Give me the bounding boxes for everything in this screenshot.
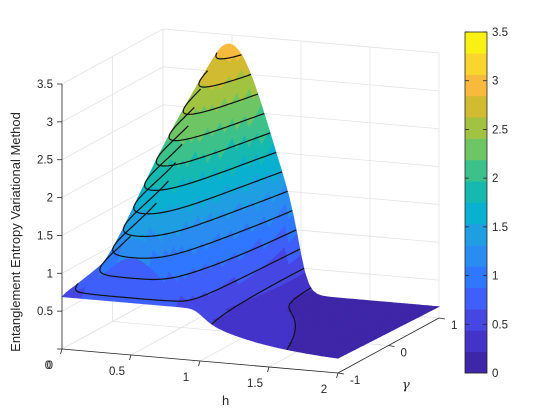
x-axis-label: h (222, 393, 229, 408)
x-tick-label: 0 (45, 360, 51, 372)
z-tick-label: 3 (47, 117, 53, 129)
colorbar-band (465, 138, 487, 161)
x-tick-label: 0.5 (109, 366, 125, 378)
colorbar-tick-label: 0.5 (492, 319, 508, 331)
contour-line (122, 180, 288, 238)
colorbar-band (465, 117, 487, 139)
z-tick-label: 2.5 (37, 155, 53, 167)
surface-mesh (61, 43, 441, 359)
contour-line (182, 88, 259, 115)
x-tick-mark (336, 372, 339, 379)
x-tick-mark (198, 360, 201, 367)
colorbar-band (465, 32, 487, 54)
colorbar-tick-label: 2.5 (492, 124, 508, 136)
x-tick-mark (60, 348, 63, 355)
colorbar-tick-label: 3.5 (492, 27, 508, 39)
colorbar-band (465, 287, 487, 310)
y-tick-label: 0 (401, 348, 407, 360)
colorbar-band (465, 245, 487, 267)
contour-line (286, 287, 312, 350)
contour-line (198, 70, 252, 88)
colorbar-band (465, 309, 487, 331)
colorbar-band (465, 223, 487, 246)
colorbar-tick-label: 1 (492, 271, 498, 283)
colorbar-band (465, 351, 487, 374)
y-tick-mark (337, 372, 345, 375)
colorbar-band (465, 181, 487, 203)
x-tick-mark (129, 354, 132, 361)
x-tick-label: 1.5 (247, 378, 263, 390)
axes-lines (57, 83, 446, 379)
colorbar-band (465, 74, 487, 97)
surface-patch (333, 355, 344, 359)
colorbar-band (465, 330, 487, 352)
y-axis-label: γ (402, 378, 410, 393)
colorbar-band (465, 266, 487, 289)
y-tick-label: -1 (350, 375, 360, 387)
colorbar-tick-label: 1.5 (492, 222, 508, 234)
z-tick-label: 1 (47, 268, 53, 280)
contour-line (99, 229, 297, 281)
contour-lines (74, 52, 312, 350)
x-tick-mark (267, 366, 270, 373)
z-axis-label: Entanglement Entropy Variational Method (8, 112, 23, 352)
y-tick-mark (438, 317, 446, 320)
z-tick-label: 0 (47, 360, 53, 372)
x-tick-label: 1 (183, 372, 189, 384)
contour-line (211, 267, 305, 325)
x-tick-label: 2 (321, 384, 327, 396)
z-tick-label: 1.5 (37, 230, 53, 242)
y-tick-mark (388, 345, 395, 347)
contour-line (133, 162, 283, 215)
z-tick-label: 0.5 (37, 306, 53, 318)
colorbar-tick-label: 0 (492, 368, 498, 380)
z-tick-label: 3.5 (37, 79, 53, 91)
contour-line (155, 125, 271, 167)
colorbar-band (465, 159, 487, 182)
colorbar-tick-label: 3 (492, 76, 498, 88)
colorbar-band (465, 53, 487, 75)
colorbar: 0 0.5 1 1.5 2 2.5 3 3.5 (464, 27, 508, 380)
colorbar-band (465, 95, 487, 118)
contour-line (168, 106, 265, 142)
contour-line (112, 202, 293, 259)
colorbar-frame (464, 31, 488, 374)
contour-line (215, 52, 242, 60)
colorbar-tick-label: 2 (492, 173, 498, 185)
y-tick-label: 1 (451, 320, 457, 332)
contour-line (74, 248, 301, 302)
z-tick-label: 2 (47, 193, 53, 205)
colorbar-band (465, 202, 487, 225)
contour-line (144, 143, 277, 191)
